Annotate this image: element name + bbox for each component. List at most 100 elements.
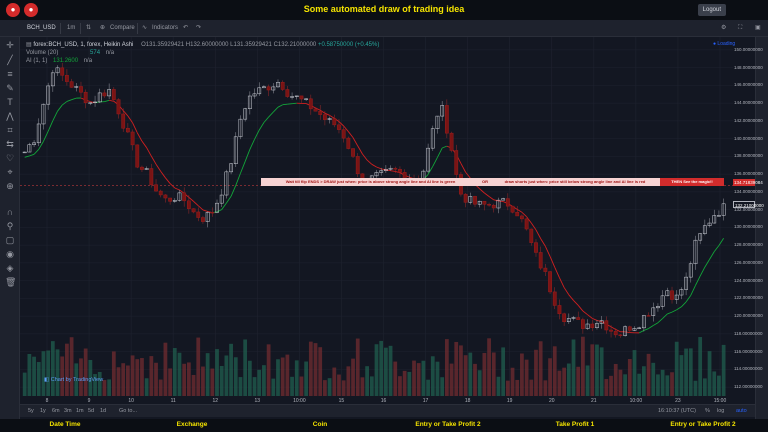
zoom-in-icon[interactable]: ⊕: [6, 181, 14, 191]
candle-body: [50, 72, 55, 87]
ai-line-segment: [169, 183, 176, 189]
magnet-icon[interactable]: ∩: [6, 207, 14, 217]
legend-volume[interactable]: Volume (20) 574 n/a: [26, 50, 114, 56]
percent-toggle[interactable]: %: [705, 408, 710, 414]
volume-bar: [360, 377, 365, 396]
candle-body: [632, 328, 637, 331]
undo-icon[interactable]: ↶: [183, 25, 189, 31]
indicators-icon[interactable]: ∿: [142, 25, 148, 31]
range-6m[interactable]: 6m: [52, 408, 60, 414]
goto-button[interactable]: Go to...: [119, 408, 138, 414]
candle-body: [280, 82, 285, 90]
candle-body: [599, 320, 604, 324]
interval-selector[interactable]: 1m: [67, 25, 76, 31]
candle-body: [590, 323, 595, 328]
ai-line-segment: [221, 202, 227, 210]
candle-body: [482, 200, 487, 205]
ai-line-segment: [493, 199, 499, 202]
prediction-icon[interactable]: ⇆: [6, 139, 14, 149]
candle-body: [670, 290, 674, 300]
settings-icon[interactable]: ⚙: [721, 25, 727, 31]
fullscreen-icon[interactable]: ⛶: [738, 25, 743, 31]
trendline-icon[interactable]: ╱: [7, 55, 13, 65]
volume-bar: [632, 350, 637, 396]
compare-button[interactable]: Compare: [110, 25, 135, 31]
candle-body: [341, 129, 346, 139]
logout-button[interactable]: Logout: [697, 4, 726, 16]
range-1y[interactable]: 1y: [40, 408, 46, 414]
ai-line-segment: [549, 256, 556, 268]
ai-line-segment: [160, 171, 166, 179]
snapshot-icon[interactable]: ▣: [755, 25, 761, 31]
volume-bar: [566, 363, 571, 396]
eye-icon[interactable]: ◉: [6, 249, 14, 259]
compare-icon[interactable]: ⊕: [100, 25, 106, 31]
brush-icon[interactable]: ✎: [6, 83, 14, 93]
legend-ai[interactable]: AI (1, 1) 131.2600 n/a: [26, 58, 92, 64]
volume-bar: [83, 348, 88, 396]
heart-icon[interactable]: ♡: [5, 153, 15, 163]
ai-line-segment: [544, 246, 551, 257]
price-chart[interactable]: 8 9 10 11 12 13 10:00 15 16 17 18 19 20 21 10:00 23 15:0…: [20, 37, 755, 404]
annotation-short[interactable]: draw shorts just when: price still below…: [490, 178, 660, 186]
range-1m[interactable]: 1m: [76, 408, 84, 414]
price-tick-label: 112.00000000: [734, 384, 763, 390]
text-icon[interactable]: T: [7, 97, 13, 107]
record-icon-secondary[interactable]: ●: [24, 3, 38, 17]
ai-line-segment: [704, 259, 710, 268]
cursor-price-label: 134.71839084: [733, 179, 763, 186]
ruler-icon[interactable]: ⌖: [7, 167, 13, 177]
ai-line-segment: [319, 109, 326, 114]
ai-line-segment: [568, 294, 574, 301]
candle-body: [201, 217, 205, 222]
log-toggle[interactable]: log: [717, 408, 725, 414]
loading-indicator: ● Loading: [713, 41, 736, 47]
range-3m[interactable]: 3m: [64, 408, 72, 414]
trash-icon[interactable]: 🗑: [5, 277, 17, 287]
volume-bar: [93, 374, 97, 396]
candle-body: [637, 327, 642, 329]
tradingview-watermark[interactable]: ◧ Chart by TradingView: [44, 377, 104, 383]
fib-icon[interactable]: ⌗: [7, 125, 13, 135]
ai-line-segment: [230, 185, 237, 197]
volume-bar: [693, 380, 698, 396]
candle-body: [83, 91, 88, 104]
ai-line-segment: [272, 106, 279, 113]
candle-body: [93, 101, 97, 104]
candle-body: [140, 166, 144, 170]
auto-toggle[interactable]: auto: [736, 408, 747, 414]
price-tick-label: 132.00000000: [734, 206, 763, 212]
volume-bar: [412, 360, 416, 396]
volume-bar: [257, 369, 262, 396]
candle-body: [641, 315, 646, 329]
candle-body: [238, 118, 243, 138]
range-5d[interactable]: 5d: [88, 408, 95, 414]
annotation-magic[interactable]: THEN See the magic!!: [660, 178, 724, 186]
horizontal-line-icon[interactable]: ≡: [7, 69, 13, 79]
measure-icon[interactable]: ⚲: [6, 221, 14, 231]
lock-icon[interactable]: ▢: [5, 235, 15, 245]
annotation-long[interactable]: Wait till flip ENDS > DRAW just when: pr…: [261, 178, 480, 186]
redo-icon[interactable]: ↷: [196, 25, 202, 31]
range-1d[interactable]: 1d: [100, 408, 107, 414]
candle-body: [721, 203, 726, 216]
crosshair-icon[interactable]: ✛: [6, 40, 14, 50]
symbol-search[interactable]: BCH_USD: [27, 25, 56, 31]
ai-line-segment: [127, 115, 133, 124]
layers-icon[interactable]: ◈: [6, 263, 14, 273]
volume-bar: [318, 347, 323, 396]
chart-type-icon[interactable]: ⇅: [86, 25, 92, 31]
ai-line-segment: [709, 251, 715, 260]
volume-bar: [501, 347, 506, 396]
ai-line-segment: [376, 166, 382, 170]
annotation-or[interactable]: OR: [480, 178, 490, 186]
ai-line-segment: [563, 287, 570, 296]
range-5y[interactable]: 5y: [28, 408, 34, 414]
volume-bar: [111, 351, 116, 396]
pattern-icon[interactable]: ⋀: [6, 111, 14, 121]
record-icon[interactable]: ●: [6, 3, 20, 17]
ai-line-segment: [216, 209, 222, 213]
ai-line-segment: [155, 163, 162, 172]
indicators-button[interactable]: Indicators: [152, 25, 179, 31]
ai-line-segment: [52, 110, 58, 121]
